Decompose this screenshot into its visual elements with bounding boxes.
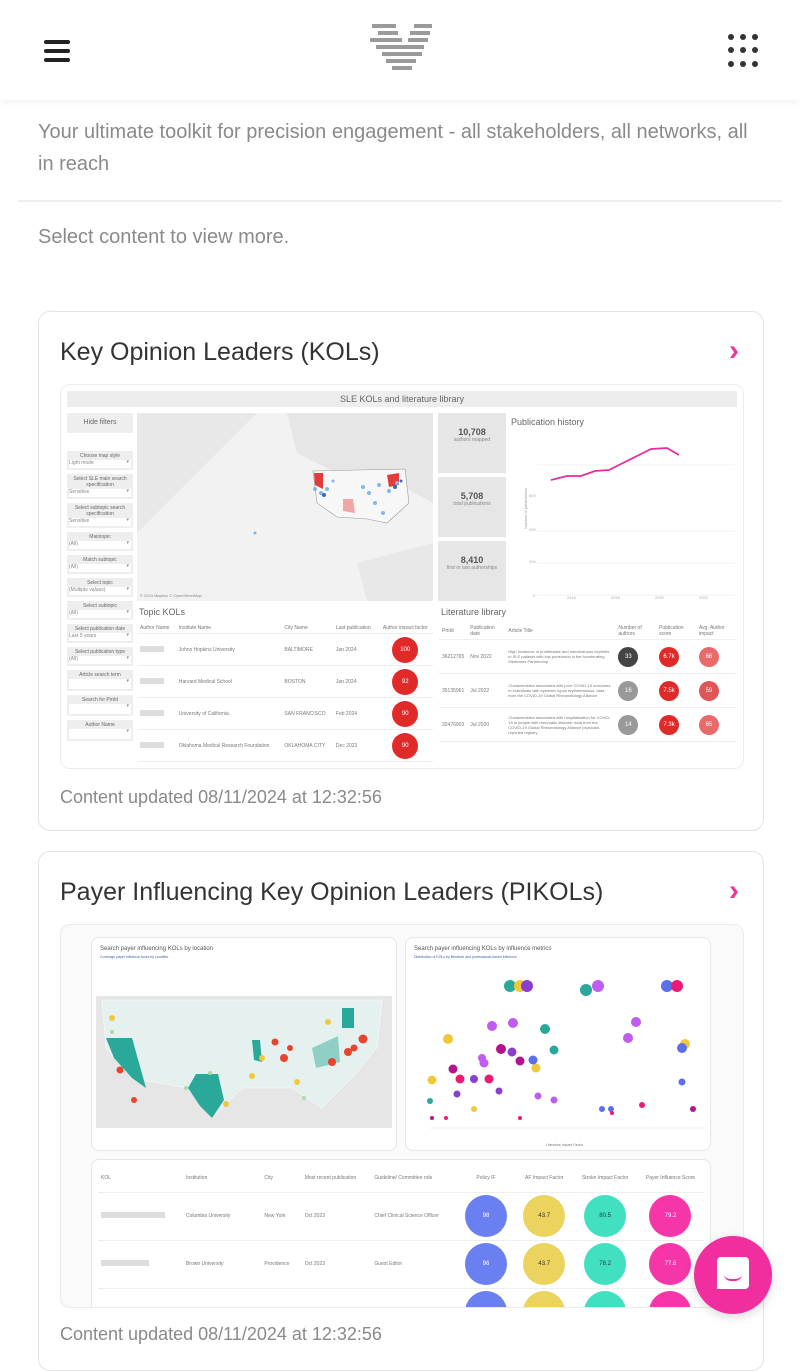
hamburger-menu-icon[interactable] <box>44 40 70 62</box>
topic-kols-table: Author Name Institute Name City Name Last p… <box>137 623 433 762</box>
svg-text:2018: 2018 <box>611 595 621 600</box>
select-hint: Select content to view more. <box>38 226 290 248</box>
card-kols[interactable]: Key Opinion Leaders (KOLs) › SLE KOLs an… <box>38 311 764 831</box>
kol-dashboard-preview[interactable]: SLE KOLs and literature library Hide fil… <box>60 384 744 769</box>
svg-text:2020: 2020 <box>655 595 665 600</box>
chevron-right-icon[interactable]: › <box>729 874 739 907</box>
brand-logo[interactable] <box>366 20 436 74</box>
literature-title: Literature library <box>441 607 507 617</box>
filter-pub-date[interactable]: Select publication date Last 5 years <box>67 624 133 643</box>
tagline: Your ultimate toolkit for precision enga… <box>38 121 748 175</box>
svg-text:2016: 2016 <box>567 595 577 600</box>
content-updated: Content updated 08/11/2024 at 12:32:56 <box>60 787 382 807</box>
table-row[interactable]: 36212765 Nov 2022 High incidence of prolif… <box>439 639 737 674</box>
app-grid-icon[interactable] <box>728 34 762 68</box>
pikol-table-panel: KOL Institution City Most recent publicatio… <box>91 1159 711 1307</box>
svg-text:400: 400 <box>529 527 536 532</box>
card-title: Key Opinion Leaders (KOLs) <box>60 338 380 366</box>
article-search-input[interactable]: Article search term <box>67 670 133 691</box>
pikol-location-map[interactable]: Search payer influencing KOLs by locatio… <box>91 937 397 1151</box>
table-row[interactable]: University of PennsylvaniaPhiladelphiaOc… <box>98 1288 704 1307</box>
svg-text:Number of publications: Number of publications <box>523 488 528 529</box>
svg-text:© 2024 Mapbox © OpenStreetMap: © 2024 Mapbox © OpenStreetMap <box>140 593 202 598</box>
stat-publications: 5,708 total publications <box>438 477 506 537</box>
topic-kols-title: Topic KOLs <box>139 607 186 617</box>
filter-sub-spec[interactable]: Select subtopic search specification Sens… <box>67 503 133 528</box>
dashboard-title: SLE KOLs and literature library <box>67 391 737 407</box>
filter-match-subtopic[interactable]: Match subtopic (All) <box>67 555 133 574</box>
publication-history-chart[interactable]: Publication history Number of publicatio… <box>511 417 735 600</box>
table-row[interactable]: Johns Hopkins University BALTIMORE Jan 202… <box>137 633 433 666</box>
table-row[interactable]: 32476903 Jul 2020 Characteristics associat… <box>439 707 737 742</box>
kol-world-map[interactable]: © 2024 Mapbox © OpenStreetMap <box>137 413 433 601</box>
pikol-dashboard-preview[interactable]: Search payer influencing KOLs by locatio… <box>60 924 744 1308</box>
table-row[interactable]: Columbia University New York Oct 2023 Chief… <box>98 1192 704 1241</box>
table-row[interactable]: Brown University Providence Oct 2023 Guest … <box>98 1240 704 1289</box>
filter-topic[interactable]: Select topic (Multiple values) <box>67 578 133 597</box>
filter-maintopic[interactable]: Maintopic (All) <box>67 532 133 551</box>
table-row[interactable]: Harvard Medical School BOSTON Jan 2024 92 <box>137 665 433 698</box>
filter-main-spec[interactable]: Select SLE main search specification Sens… <box>67 474 133 499</box>
filter-panel: Hide filters Choose map style Light mode … <box>67 413 133 745</box>
card-pikols[interactable]: Payer Influencing Key Opinion Leaders (P… <box>38 851 764 1371</box>
chat-icon <box>717 1257 749 1289</box>
filter-map-style[interactable]: Choose map style Light mode <box>67 451 133 470</box>
svg-text:0: 0 <box>533 593 536 598</box>
pmid-search-input[interactable]: Search for PmId <box>67 695 133 716</box>
svg-text:600: 600 <box>529 493 536 498</box>
table-row[interactable]: University of California SAN FRANCISCO Feb… <box>137 697 433 730</box>
filter-subtopic[interactable]: Select subtopic (All) <box>67 601 133 620</box>
stat-authorships: 8,410 first or last authorships <box>438 541 506 601</box>
top-bar <box>0 0 800 100</box>
literature-table: PmId Publication date Article Title Number … <box>439 623 737 742</box>
hide-filters-button[interactable]: Hide filters <box>83 419 117 426</box>
table-row[interactable]: 35135961 Jul 2022 Characteristics associat… <box>439 673 737 708</box>
chat-launcher-button[interactable] <box>694 1236 772 1314</box>
chevron-right-icon[interactable]: › <box>729 334 739 367</box>
svg-text:200: 200 <box>529 559 536 564</box>
divider <box>18 200 782 202</box>
content-updated: Content updated 08/11/2024 at 12:32:56 <box>60 1324 382 1344</box>
author-name-input[interactable]: Author Name <box>67 720 133 741</box>
card-title: Payer Influencing Key Opinion Leaders (P… <box>60 878 604 906</box>
pikol-table: KOL Institution City Most recent publicatio… <box>98 1164 704 1307</box>
svg-text:Literature Impact Factor: Literature Impact Factor <box>546 1143 584 1147</box>
filter-pub-type[interactable]: Select publication type (All) <box>67 647 133 666</box>
table-row[interactable]: Oklahoma Medical Research Foundation OKLA… <box>137 729 433 762</box>
pikol-scatter-chart[interactable]: Search payer influencing KOLs by influen… <box>405 937 711 1151</box>
svg-text:2022: 2022 <box>699 595 709 600</box>
stat-authors: 10,708 authors mapped <box>438 413 506 473</box>
